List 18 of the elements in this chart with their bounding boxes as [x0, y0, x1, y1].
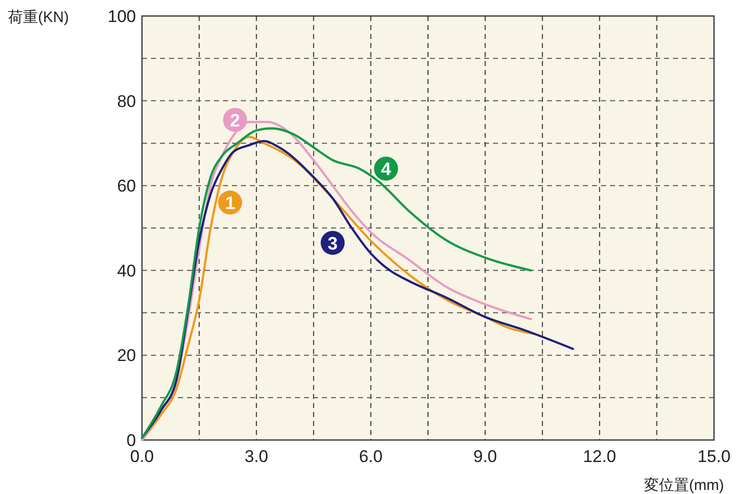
x-tick-label: 12.0	[583, 447, 616, 466]
x-tick-label: 15.0	[697, 447, 731, 466]
x-tick-label: 6.0	[358, 447, 383, 466]
x-tick-label: 9.0	[473, 447, 498, 466]
series-label: 3	[328, 233, 338, 254]
x-tick-label: 3.0	[244, 447, 268, 466]
x-axis-title: 変位置(mm)	[644, 477, 724, 494]
series-label: 2	[230, 110, 240, 130]
y-axis-title: 荷重(KN)	[8, 9, 69, 26]
y-tick-label: 0	[126, 431, 136, 450]
y-tick-label: 80	[117, 92, 136, 111]
y-tick-label: 20	[117, 346, 136, 366]
series-label: 1	[225, 193, 236, 214]
y-tick-label: 100	[108, 7, 136, 26]
x-tick-label: 0.0	[130, 447, 154, 466]
y-tick-label: 60	[117, 176, 136, 196]
y-tick-label: 40	[117, 261, 136, 280]
series-label: 4	[381, 159, 392, 180]
